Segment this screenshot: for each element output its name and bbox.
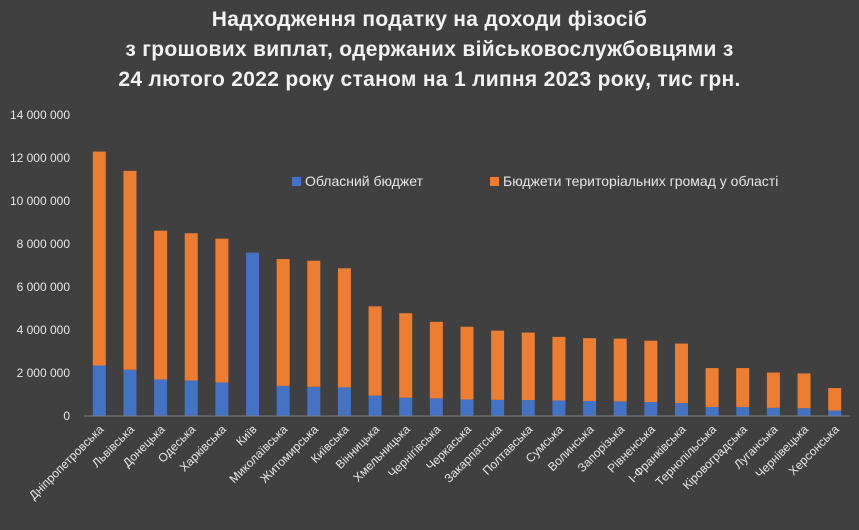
bar-segment-community-budgets [337, 268, 351, 388]
bar-segment-community-budgets [460, 326, 474, 400]
bar-segment-oblast-budget [828, 410, 842, 417]
bar-segment-community-budgets [644, 340, 658, 403]
bar-segment-community-budgets [705, 368, 719, 407]
y-axis: 0 2 000 000 4 000 000 6 000 000 8 000 000 10 … [10, 108, 70, 423]
bar-segment-oblast-budget [154, 379, 168, 416]
chart-title-line-1: Надходження податку на доходи фізосіб [211, 8, 648, 31]
bar-segment-oblast-budget [246, 252, 260, 416]
bar-segment-community-budgets [521, 332, 535, 401]
chart-title-line-2: з грошових виплат, одержаних військовосл… [125, 38, 734, 61]
legend-item-community-budgets-swatch [490, 177, 499, 186]
y-tick-label: 10 000 000 [10, 194, 70, 208]
legend: Обласний бюджет Бюджети територіальних гр… [292, 173, 778, 189]
bar-segment-oblast-budget [674, 403, 688, 416]
bar-segment-oblast-budget [644, 402, 658, 416]
bar-segment-community-budgets [797, 373, 811, 409]
y-tick-label: 8 000 000 [17, 237, 71, 251]
bar-segment-community-budgets [613, 338, 627, 402]
bar-segment-oblast-budget [613, 401, 627, 416]
y-tick-label: 0 [63, 409, 70, 423]
legend-item-oblast-budget-label: Обласний бюджет [305, 173, 424, 189]
bar-segment-community-budgets [215, 238, 229, 383]
x-axis: ДніпропетровськаЛьвівськаДонецькаОдеська… [26, 415, 850, 503]
bar-segment-oblast-budget [337, 387, 351, 416]
bar-segment-oblast-budget [583, 400, 597, 416]
bar-segment-community-budgets [92, 151, 106, 366]
bar-segment-oblast-budget [184, 380, 198, 416]
bar-segment-community-budgets [154, 230, 168, 380]
bar-segment-community-budgets [429, 321, 443, 399]
bar-segment-oblast-budget [797, 408, 811, 416]
legend-item-community-budgets-label: Бюджети територіальних громад у області [503, 173, 778, 189]
bar-segment-oblast-budget [766, 407, 780, 416]
y-tick-label: 14 000 000 [10, 108, 70, 122]
bar-segment-oblast-budget [460, 399, 474, 416]
y-tick-label: 12 000 000 [10, 151, 70, 165]
bars-group [92, 151, 842, 417]
bar-segment-community-budgets [123, 170, 137, 370]
legend-item-oblast-budget-swatch [292, 177, 301, 186]
bar-segment-oblast-budget [736, 406, 750, 416]
bar-segment-oblast-budget [276, 385, 290, 416]
bar-segment-oblast-budget [368, 395, 382, 416]
bar-segment-oblast-budget [429, 398, 443, 416]
bar-segment-community-budgets [552, 336, 566, 401]
y-tick-label: 2 000 000 [17, 366, 71, 380]
bar-segment-community-budgets [674, 343, 688, 404]
y-tick-label: 4 000 000 [17, 323, 71, 337]
y-tick-label: 6 000 000 [17, 280, 71, 294]
bar-segment-oblast-budget [521, 400, 535, 416]
bar-segment-community-budgets [399, 313, 413, 398]
chart-title-line-3: 24 лютого 2022 року станом на 1 липня 20… [118, 68, 741, 91]
bar-segment-community-budgets [276, 259, 290, 386]
bar-segment-oblast-budget [399, 397, 413, 416]
bar-segment-oblast-budget [552, 400, 566, 416]
bar-segment-community-budgets [491, 330, 505, 400]
x-tick-label: Київ [233, 422, 259, 448]
bar-segment-oblast-budget [491, 399, 505, 417]
bar-segment-oblast-budget [123, 369, 137, 416]
bar-segment-community-budgets [307, 260, 321, 387]
bar-segment-oblast-budget [705, 406, 719, 416]
bar-segment-community-budgets [828, 388, 842, 411]
bar-segment-oblast-budget [215, 382, 229, 416]
bar-segment-community-budgets [368, 306, 382, 396]
bar-segment-community-budgets [766, 372, 780, 408]
bar-segment-community-budgets [184, 233, 198, 381]
bar-segment-oblast-budget [307, 386, 321, 416]
bar-segment-oblast-budget [92, 365, 106, 416]
bar-segment-community-budgets [736, 368, 750, 407]
bar-segment-community-budgets [583, 338, 597, 401]
